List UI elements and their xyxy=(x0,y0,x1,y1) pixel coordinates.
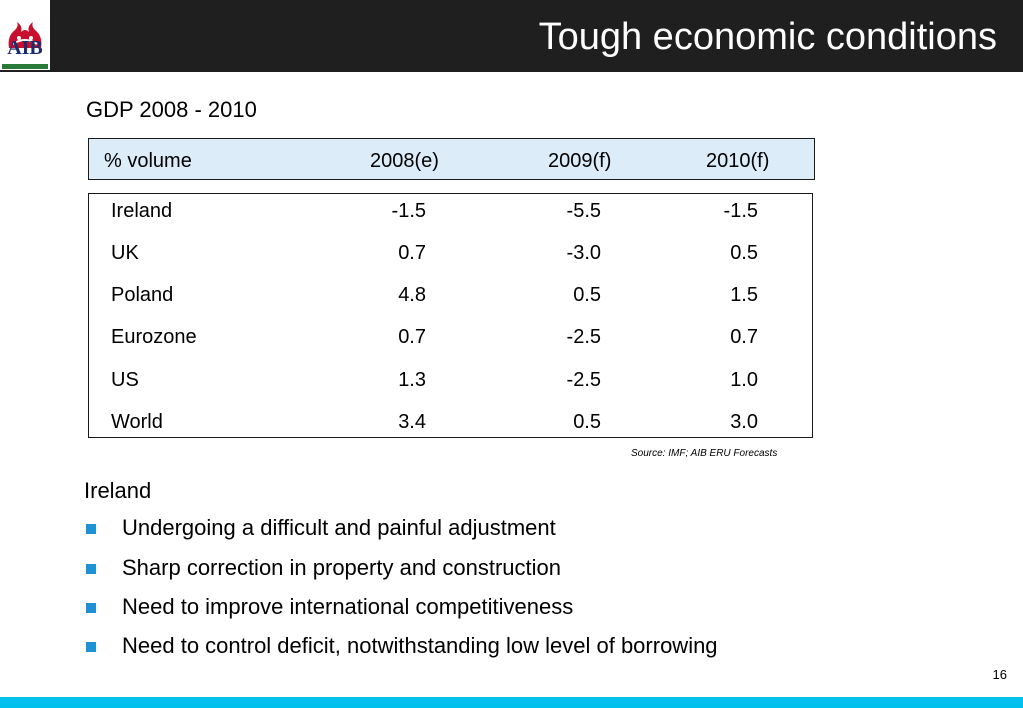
table-row: US 1.3 -2.5 1.0 xyxy=(89,365,812,395)
column-header: 2008(e) xyxy=(370,150,439,172)
value-cell: -5.5 xyxy=(566,200,601,222)
bullet-text: Need to control deficit, notwithstanding… xyxy=(122,633,718,658)
table-row: Eurozone 0.7 -2.5 0.7 xyxy=(89,322,812,352)
value-cell: -1.5 xyxy=(723,200,758,222)
logo-text: AIB xyxy=(7,37,43,59)
table-header: % volume 2008(e) 2009(f) 2010(f) xyxy=(88,138,815,180)
value-cell: 0.5 xyxy=(730,242,758,264)
aib-emblem-icon xyxy=(3,3,47,67)
value-cell: -2.5 xyxy=(566,369,601,391)
logo-green-strip xyxy=(2,64,48,69)
slide-title: Tough economic conditions xyxy=(538,16,997,58)
value-cell: -3.0 xyxy=(566,242,601,264)
value-cell: 0.7 xyxy=(730,326,758,348)
value-cell: 0.5 xyxy=(573,411,601,433)
value-cell: 3.0 xyxy=(730,411,758,433)
value-cell: 0.5 xyxy=(573,284,601,306)
column-header: % volume xyxy=(104,150,192,172)
bullet-text: Sharp correction in property and constru… xyxy=(122,555,562,580)
value-cell: -2.5 xyxy=(566,326,601,348)
country-cell: Eurozone xyxy=(111,326,197,348)
country-cell: Ireland xyxy=(111,200,173,222)
table-subtitle: GDP 2008 - 2010 xyxy=(86,97,257,122)
country-cell: UK xyxy=(111,242,139,264)
gdp-table: Ireland -1.5 -5.5 -1.5 UK 0.7 -3.0 0.5 P… xyxy=(88,193,813,438)
value-cell: -1.5 xyxy=(391,200,426,222)
source-note: Source: IMF; AIB ERU Forecasts xyxy=(631,448,778,459)
country-cell: Poland xyxy=(111,284,174,306)
column-header: 2009(f) xyxy=(548,150,612,172)
bullet-text: Undergoing a difficult and painful adjus… xyxy=(122,515,556,540)
value-cell: 3.4 xyxy=(398,411,426,433)
title-bar: AIB Tough economic conditions xyxy=(0,0,1023,72)
table-row: World 3.4 0.5 3.0 xyxy=(89,407,812,437)
value-cell: 0.7 xyxy=(398,242,426,264)
value-cell: 1.0 xyxy=(730,369,758,391)
table-row: Ireland -1.5 -5.5 -1.5 xyxy=(89,196,812,226)
bullet-text: Need to improve international competitiv… xyxy=(122,594,574,619)
square-bullet-icon xyxy=(86,603,96,613)
country-cell: World xyxy=(111,411,163,433)
bottom-accent-bar xyxy=(0,697,1023,708)
aib-logo: AIB xyxy=(0,0,50,70)
country-cell: US xyxy=(111,369,139,391)
table-row: UK 0.7 -3.0 0.5 xyxy=(89,238,812,268)
section-heading: Ireland xyxy=(84,478,152,503)
value-cell: 0.7 xyxy=(398,326,426,348)
value-cell: 4.8 xyxy=(398,284,426,306)
square-bullet-icon xyxy=(86,564,96,574)
value-cell: 1.3 xyxy=(398,369,426,391)
value-cell: 1.5 xyxy=(730,284,758,306)
column-header: 2010(f) xyxy=(706,150,770,172)
table-row: Poland 4.8 0.5 1.5 xyxy=(89,280,812,310)
page-number: 16 xyxy=(992,667,1007,682)
square-bullet-icon xyxy=(86,524,96,534)
square-bullet-icon xyxy=(86,642,96,652)
